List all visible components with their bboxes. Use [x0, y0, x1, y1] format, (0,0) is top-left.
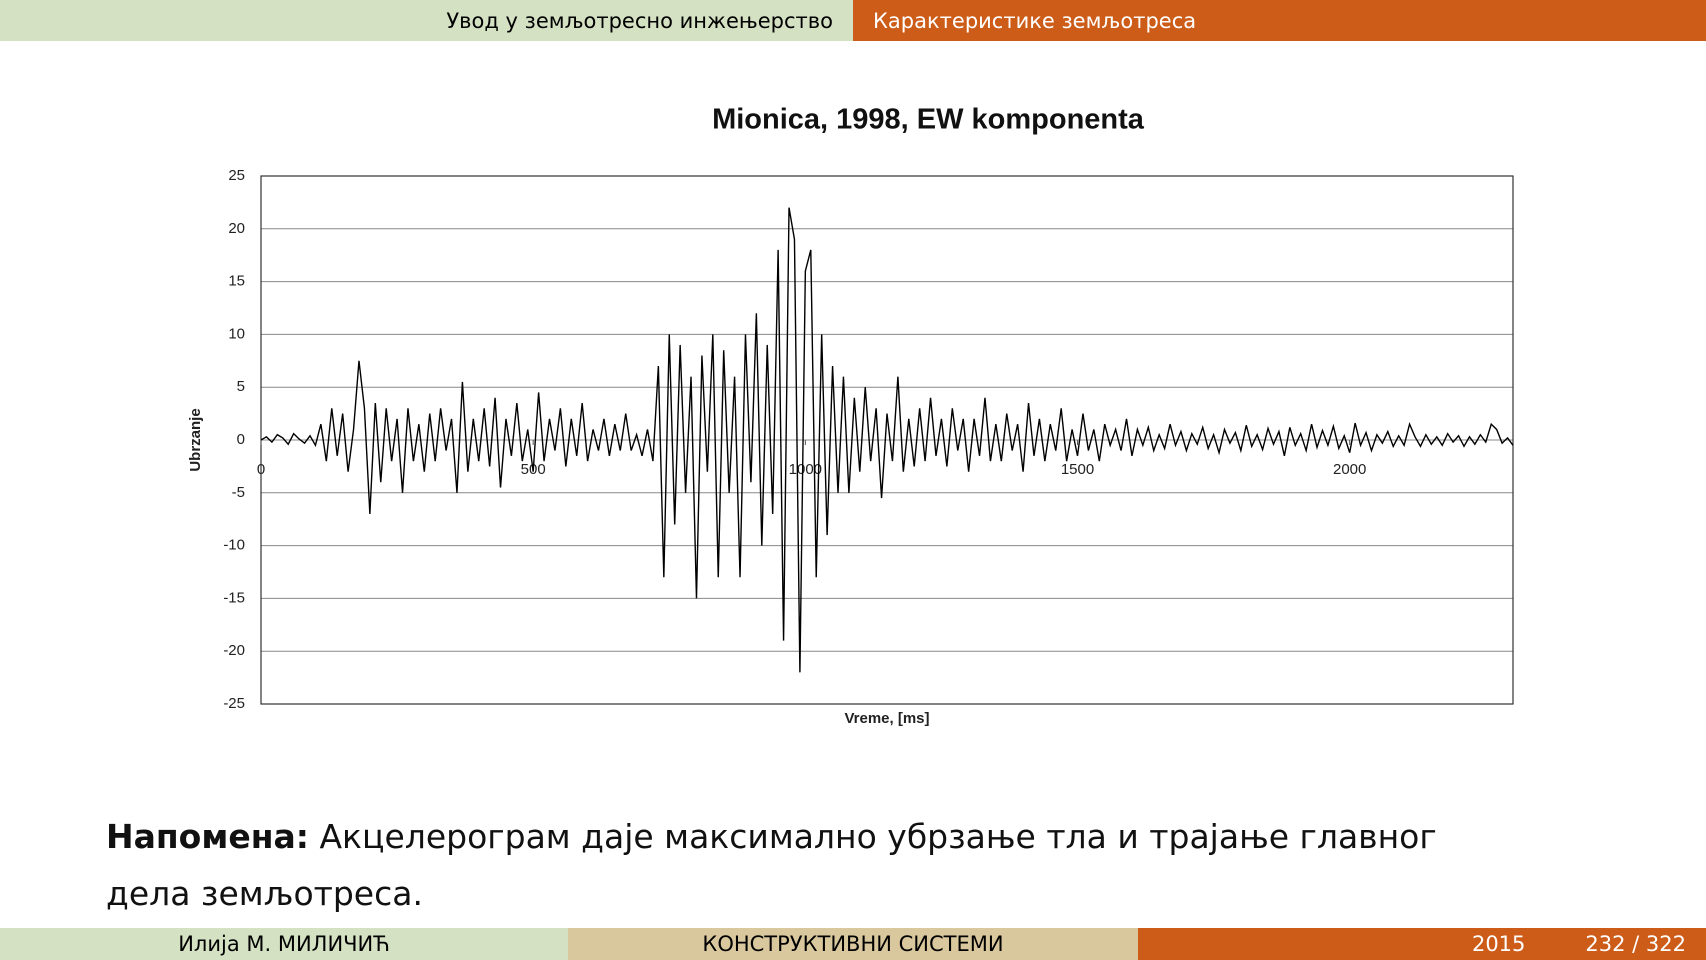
y-tick-label: -20	[223, 642, 245, 659]
y-tick-label: -5	[232, 484, 245, 501]
footer-right: 2015 232 / 322	[1138, 928, 1706, 960]
header-text: Увод у земљотресно инжењерство	[446, 8, 833, 33]
y-tick-label: 20	[228, 220, 245, 237]
y-tick-label: -15	[223, 589, 245, 606]
x-tick-label: 0	[257, 461, 265, 478]
y-tick-label: 25	[228, 167, 245, 184]
header-text: Карактеристике земљотреса	[873, 8, 1197, 33]
note-text: Акцелерограм даје максимално убрзање тла…	[106, 817, 1437, 913]
y-tick-label: -25	[223, 695, 245, 712]
footer-author: Илија М. МИЛИЧИЋ	[0, 928, 568, 960]
footer-year: 2015	[1471, 932, 1526, 956]
footer-page: 232 / 322	[1585, 932, 1686, 956]
y-tick-label: 15	[228, 273, 245, 290]
y-tick-label: 10	[228, 325, 245, 342]
y-axis-label: Ubrzanje	[187, 408, 204, 471]
note: Напомена: Акцелерограм даје максимално у…	[106, 808, 1506, 922]
x-axis-label: Vreme, [ms]	[844, 710, 929, 727]
data-line	[260, 207, 1514, 673]
header-left: Увод у земљотресно инжењерство	[0, 0, 853, 41]
footer-text: КОНСТРУКТИВНИ СИСТЕМИ	[702, 932, 1004, 956]
x-tick-label: 1000	[789, 461, 822, 478]
chart-title: Mionica, 1998, EW komponenta	[712, 104, 1145, 136]
x-tick-label: 1500	[1061, 461, 1094, 478]
y-tick-label: 5	[237, 378, 245, 395]
header-right: Карактеристике земљотреса	[853, 0, 1706, 41]
note-label: Напомена:	[106, 817, 309, 856]
footer-title: КОНСТРУКТИВНИ СИСТЕМИ	[568, 928, 1138, 960]
y-tick-label: 0	[237, 431, 245, 448]
y-tick-label: -10	[223, 537, 245, 554]
x-tick-label: 2000	[1333, 461, 1366, 478]
footer-text: Илија М. МИЛИЧИЋ	[178, 932, 390, 956]
chart: Mionica, 1998, EW komponenta Vreme, [ms]…	[187, 104, 1514, 727]
